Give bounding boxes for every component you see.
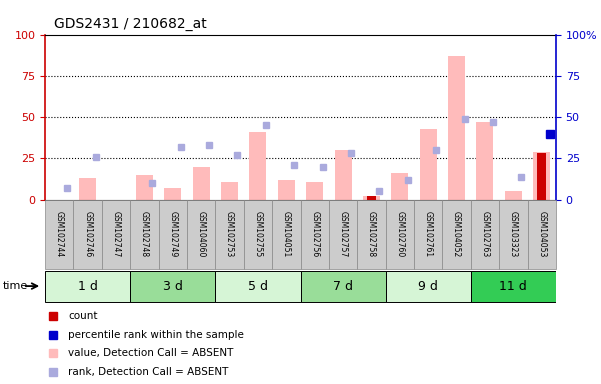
Bar	[215, 271, 300, 302]
Bar	[537, 154, 546, 200]
Bar	[102, 200, 130, 269]
Bar	[386, 200, 414, 269]
Text: GSM104060: GSM104060	[197, 211, 206, 257]
Text: GSM102747: GSM102747	[112, 211, 121, 257]
Bar	[130, 271, 215, 302]
Bar	[357, 200, 386, 269]
Bar	[442, 200, 471, 269]
Bar	[187, 200, 215, 269]
Bar	[45, 271, 130, 302]
Text: 5 d: 5 d	[248, 280, 268, 293]
Bar	[329, 200, 357, 269]
Text: value, Detection Call = ABSENT: value, Detection Call = ABSENT	[68, 348, 233, 358]
Bar	[272, 200, 300, 269]
Text: 1 d: 1 d	[78, 280, 97, 293]
Text: time: time	[3, 281, 28, 291]
Bar	[448, 56, 465, 200]
Bar	[278, 180, 295, 200]
Bar	[471, 271, 556, 302]
Bar	[477, 122, 493, 200]
Bar	[391, 173, 408, 200]
Text: percentile rank within the sample: percentile rank within the sample	[68, 330, 244, 340]
Bar	[136, 175, 153, 200]
Bar	[249, 132, 266, 200]
Text: count: count	[68, 311, 97, 321]
Text: GSM102749: GSM102749	[168, 211, 177, 257]
Bar	[499, 200, 528, 269]
Bar	[193, 167, 210, 200]
Text: GSM102744: GSM102744	[55, 211, 64, 257]
Bar	[419, 129, 437, 200]
Text: 11 d: 11 d	[499, 280, 527, 293]
Text: GSM104051: GSM104051	[282, 211, 291, 257]
Bar	[300, 200, 329, 269]
Bar	[79, 178, 96, 200]
Bar	[335, 150, 352, 200]
Bar	[533, 152, 551, 200]
Text: 7 d: 7 d	[333, 280, 353, 293]
Text: GSM104052: GSM104052	[452, 211, 461, 257]
Text: GSM102755: GSM102755	[254, 211, 263, 257]
Text: GSM102748: GSM102748	[140, 211, 149, 257]
Bar	[367, 196, 376, 200]
Text: 3 d: 3 d	[163, 280, 183, 293]
Text: GSM102758: GSM102758	[367, 211, 376, 257]
Text: GSM103323: GSM103323	[509, 211, 518, 257]
Text: GSM102763: GSM102763	[480, 211, 489, 257]
Bar	[386, 271, 471, 302]
Bar	[505, 192, 522, 200]
Text: GDS2431 / 210682_at: GDS2431 / 210682_at	[54, 17, 207, 31]
Bar	[414, 200, 442, 269]
Bar	[130, 200, 159, 269]
Text: 9 d: 9 d	[418, 280, 438, 293]
Text: GSM102761: GSM102761	[424, 211, 433, 257]
Bar	[244, 200, 272, 269]
Bar	[164, 188, 182, 200]
Bar	[471, 200, 499, 269]
Text: GSM102746: GSM102746	[83, 211, 92, 257]
Text: rank, Detection Call = ABSENT: rank, Detection Call = ABSENT	[68, 367, 228, 377]
Bar	[221, 182, 238, 200]
Bar	[363, 196, 380, 200]
Text: GSM102756: GSM102756	[310, 211, 319, 257]
Text: GSM104053: GSM104053	[537, 211, 546, 257]
Bar	[300, 271, 386, 302]
Bar	[45, 200, 73, 269]
Text: GSM102753: GSM102753	[225, 211, 234, 257]
Text: GSM102757: GSM102757	[338, 211, 347, 257]
Bar	[306, 182, 323, 200]
Bar	[159, 200, 187, 269]
Bar	[73, 200, 102, 269]
Bar	[528, 200, 556, 269]
Bar	[215, 200, 244, 269]
Text: GSM102760: GSM102760	[395, 211, 404, 257]
